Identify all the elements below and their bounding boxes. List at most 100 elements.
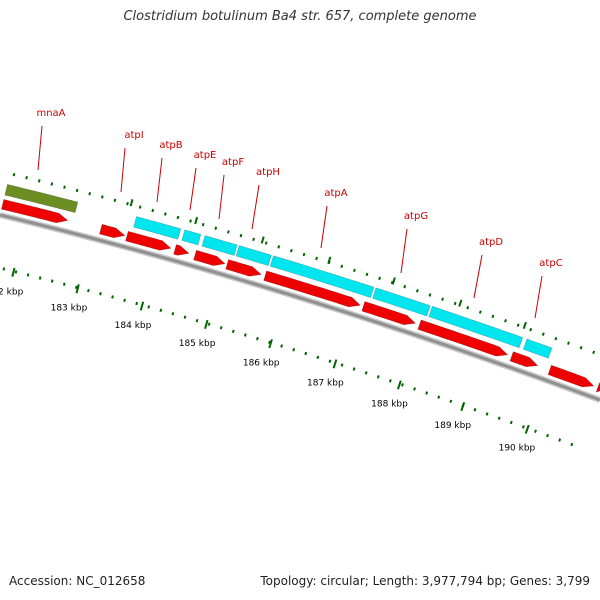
major-tick bbox=[332, 359, 338, 369]
scale-label: 189 kbp bbox=[434, 421, 471, 431]
scale-label: 184 kbp bbox=[115, 321, 152, 331]
outer-dot bbox=[516, 323, 520, 327]
outer-dot bbox=[478, 310, 482, 314]
inner-dot bbox=[546, 433, 550, 438]
outer-dot bbox=[529, 327, 533, 332]
inner-dot bbox=[304, 351, 308, 356]
outer-dot bbox=[37, 179, 41, 183]
outer-dot bbox=[227, 230, 230, 234]
outer-dot bbox=[151, 208, 155, 213]
major-tick bbox=[524, 424, 530, 434]
inner-dot bbox=[183, 315, 187, 319]
forward-cds-8 bbox=[522, 338, 553, 359]
outer-dot bbox=[365, 272, 369, 277]
scale-label: 187 kbp bbox=[307, 378, 344, 388]
outer-major-tick bbox=[194, 216, 199, 225]
outer-dot bbox=[214, 226, 218, 230]
outer-dot bbox=[428, 293, 432, 297]
inner-dot bbox=[413, 387, 416, 391]
outer-dot bbox=[264, 241, 268, 245]
major-tick bbox=[268, 339, 273, 349]
inner-dot bbox=[316, 355, 320, 360]
other-feature-1 bbox=[4, 184, 79, 213]
major-tick bbox=[139, 301, 145, 311]
outer-dot bbox=[302, 252, 306, 257]
scale-label: 186 kbp bbox=[243, 358, 280, 368]
outer-dot bbox=[239, 233, 243, 238]
outer-dot bbox=[453, 301, 457, 306]
gene-label-atpH: atpH bbox=[256, 167, 280, 178]
major-tick bbox=[75, 284, 80, 294]
major-tick bbox=[460, 401, 466, 412]
outer-dot bbox=[126, 201, 129, 206]
outer-dot bbox=[138, 205, 142, 209]
gene-label-atpI: atpI bbox=[124, 130, 143, 141]
gene-label-atpA: atpA bbox=[324, 188, 347, 199]
outer-dot bbox=[289, 248, 293, 253]
inner-dot bbox=[280, 344, 284, 348]
outer-dot bbox=[466, 305, 470, 310]
inner-dot bbox=[509, 420, 513, 425]
inner-dot bbox=[376, 375, 380, 379]
reverse-cds-8 bbox=[361, 301, 417, 326]
gene-label-atpE: atpE bbox=[194, 150, 217, 161]
inner-dot bbox=[38, 276, 42, 280]
outer-dot bbox=[88, 191, 92, 196]
outer-dot bbox=[567, 341, 570, 345]
inner-dot bbox=[50, 279, 54, 283]
outer-dot bbox=[25, 176, 28, 180]
reverse-cds-1 bbox=[1, 199, 69, 224]
gene-label-atpB: atpB bbox=[159, 140, 182, 151]
backbone-shadow bbox=[0, 212, 600, 403]
gene-leader-atpB bbox=[156, 157, 163, 203]
gene-leader-atpG bbox=[400, 228, 408, 274]
label-layer: mnaA atpI atpB atpE atpF atpH atpA atpG atpD atpC bbox=[36, 108, 563, 319]
outer-dot bbox=[592, 350, 596, 355]
outer-dot bbox=[441, 297, 444, 301]
inner-dot bbox=[147, 305, 151, 309]
outer-dot bbox=[252, 237, 255, 242]
inner-dot bbox=[14, 270, 18, 274]
outer-dot bbox=[340, 264, 344, 269]
outer-major-tick bbox=[129, 199, 134, 207]
outer-dot bbox=[554, 336, 558, 341]
reverse-cds-3 bbox=[125, 230, 172, 251]
reverse-cds-6 bbox=[225, 259, 262, 277]
gene-leader-mnaA bbox=[37, 125, 43, 171]
inner-dot bbox=[99, 292, 102, 296]
inner-dot bbox=[195, 318, 199, 323]
gene-leader-atpA bbox=[320, 205, 328, 249]
outer-major-tick bbox=[327, 256, 332, 264]
outer-dot bbox=[100, 195, 104, 199]
map-title: Clostridium botulinum Ba4 str. 657, comp… bbox=[123, 9, 477, 24]
outer-dot bbox=[315, 256, 318, 261]
reverse-cds-12 bbox=[595, 382, 600, 393]
outer-dot bbox=[12, 172, 16, 177]
inner-dot bbox=[473, 407, 477, 412]
outer-dot bbox=[541, 332, 545, 336]
outer-dot bbox=[201, 222, 205, 227]
outer-dot bbox=[176, 215, 180, 220]
inner-dot bbox=[123, 298, 126, 302]
inner-dot bbox=[62, 282, 66, 286]
major-tick bbox=[11, 267, 16, 277]
inner-dot bbox=[425, 391, 429, 395]
forward-cds-3 bbox=[201, 235, 238, 256]
backbone-line bbox=[0, 213, 600, 402]
gene-label-atpD: atpD bbox=[479, 237, 503, 248]
gene-leader-atpF bbox=[218, 174, 225, 220]
inner-dot bbox=[219, 326, 223, 330]
inner-dot bbox=[352, 367, 356, 371]
inner-dot bbox=[437, 395, 441, 399]
reverse-cds-2 bbox=[99, 223, 126, 239]
scale-label: 182 kbp bbox=[0, 287, 24, 297]
outer-dot bbox=[163, 212, 167, 216]
scale-label: 183 kbp bbox=[51, 304, 88, 314]
reverse-cds-5 bbox=[193, 249, 226, 266]
scale-label: 188 kbp bbox=[371, 399, 408, 409]
outer-dot bbox=[579, 345, 583, 350]
gene-label-atpC: atpC bbox=[539, 258, 562, 269]
reverse-cds-7 bbox=[263, 270, 362, 308]
inner-dot bbox=[268, 340, 271, 345]
